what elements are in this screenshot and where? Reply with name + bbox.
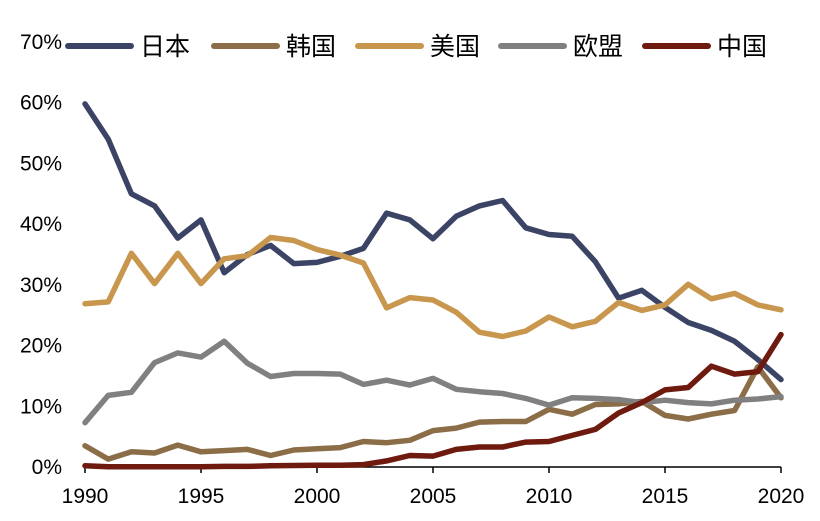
y-tick-label: 50% [20,152,62,175]
legend-item: 中国 [642,32,767,61]
series-line-3 [82,234,784,340]
y-tick-label: 10% [20,395,62,418]
x-tick-label: 2000 [294,485,341,508]
legend-item: 日本 [65,32,190,61]
y-tick-label: 70% [20,31,62,54]
x-tick-label: 2020 [758,485,805,508]
legend-label: 日本 [140,32,190,61]
y-tick-label: 30% [20,274,62,297]
x-tick-label: 1990 [62,485,109,508]
legend-label: 欧盟 [573,32,623,61]
y-tick-label: 40% [20,213,62,236]
series-layer [82,101,784,470]
legend-label: 美国 [430,32,480,61]
legend-label: 韩国 [286,32,336,61]
legend-item: 美国 [355,32,480,61]
x-tick-label: 2010 [526,485,573,508]
y-tick-label: 0% [32,456,62,479]
legend: 日本 韩国 美国 欧盟 中国 [65,32,767,61]
axes-layer: 0% 10% 20% 30% 40% 50% 60% 70% 1990 1995 2000 2005 2… [20,31,804,508]
legend-label: 中国 [717,32,767,61]
y-tick-label: 20% [20,335,62,358]
x-tick-label: 1995 [178,485,225,508]
x-tick-label: 2015 [642,485,689,508]
series-line-5 [82,331,784,470]
series-line-2 [82,364,784,462]
series-line-1 [82,101,784,383]
legend-item: 欧盟 [498,32,623,61]
series-line-4 [82,338,784,426]
x-tick-label: 2005 [410,485,457,508]
y-tick-label: 60% [20,92,62,115]
legend-item: 韩国 [211,32,336,61]
